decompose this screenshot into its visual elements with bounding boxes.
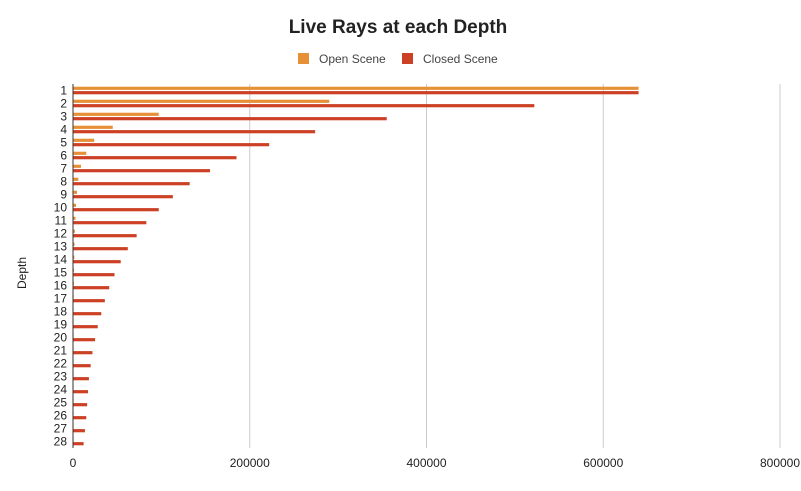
bar-closed-scene-depth-25[interactable] (73, 403, 88, 407)
x-tick-label: 0 (70, 456, 77, 470)
legend: Open Scene Closed Scene (298, 52, 498, 66)
y-tick-label: 17 (54, 292, 68, 306)
legend-item-open-scene[interactable]: Open Scene (298, 52, 386, 66)
y-tick-label: 2 (60, 97, 67, 111)
bar-closed-scene-depth-28[interactable] (73, 442, 84, 446)
chart-title: Live Rays at each Depth (289, 17, 508, 38)
bar-open-scene-depth-8[interactable] (73, 177, 79, 181)
bar-closed-scene-depth-11[interactable] (73, 221, 147, 225)
legend-swatch-closed-scene (402, 53, 413, 64)
bar-closed-scene-depth-20[interactable] (73, 338, 96, 342)
y-tick-label: 7 (60, 162, 67, 176)
bar-closed-scene-depth-2[interactable] (73, 104, 535, 108)
y-tick-label: 26 (54, 409, 68, 423)
bar-closed-scene-depth-16[interactable] (73, 286, 110, 290)
bar-closed-scene-depth-22[interactable] (73, 364, 91, 368)
bar-open-scene-depth-4[interactable] (73, 125, 113, 129)
bar-closed-scene-depth-24[interactable] (73, 390, 89, 394)
bar-closed-scene-depth-27[interactable] (73, 429, 85, 433)
bar-closed-scene-depth-3[interactable] (73, 117, 387, 121)
y-tick-label: 18 (54, 305, 68, 319)
y-tick-label: 15 (54, 266, 68, 280)
y-tick-label: 20 (54, 331, 68, 345)
bar-closed-scene-depth-19[interactable] (73, 325, 98, 329)
y-tick-label: 6 (60, 149, 67, 163)
bar-closed-scene-depth-14[interactable] (73, 260, 121, 264)
bar-open-scene-depth-2[interactable] (73, 99, 330, 103)
bar-open-scene-depth-12[interactable] (73, 229, 75, 233)
y-tick-label: 10 (54, 201, 68, 215)
y-tick-label: 16 (54, 279, 68, 293)
bar-open-scene-depth-9[interactable] (73, 190, 77, 194)
x-tick-label: 200000 (230, 456, 270, 470)
y-tick-label: 1 (60, 84, 67, 98)
bar-open-scene-depth-10[interactable] (73, 203, 77, 207)
bar-closed-scene-depth-9[interactable] (73, 195, 173, 199)
y-tick-label: 8 (60, 175, 67, 189)
bar-closed-scene-depth-12[interactable] (73, 234, 137, 238)
bar-closed-scene-depth-26[interactable] (73, 416, 87, 420)
y-tick-label: 3 (60, 110, 67, 124)
y-tick-label: 5 (60, 136, 67, 150)
y-tick-label: 12 (54, 227, 68, 241)
legend-label-open-scene: Open Scene (319, 52, 386, 66)
bar-closed-scene-depth-5[interactable] (73, 143, 270, 147)
y-tick-label: 13 (54, 240, 68, 254)
y-tick-label: 4 (60, 123, 67, 137)
y-tick-label: 9 (60, 188, 67, 202)
y-tick-label: 28 (54, 435, 68, 449)
bar-open-scene-depth-5[interactable] (73, 138, 95, 142)
y-tick-label: 25 (54, 396, 68, 410)
y-tick-labels: 1234567891011121314151617181920212223242… (54, 84, 68, 449)
bar-closed-scene-depth-1[interactable] (73, 91, 639, 95)
y-tick-label: 27 (54, 422, 68, 436)
bar-open-scene-depth-11[interactable] (73, 216, 76, 220)
bars (73, 86, 639, 446)
bar-closed-scene-depth-15[interactable] (73, 273, 115, 277)
y-tick-label: 11 (55, 214, 68, 228)
gridlines (249, 84, 781, 448)
bar-open-scene-depth-3[interactable] (73, 112, 159, 116)
y-tick-label: 14 (54, 253, 68, 267)
legend-item-closed-scene[interactable]: Closed Scene (402, 52, 498, 66)
bar-closed-scene-depth-6[interactable] (73, 156, 237, 160)
x-tick-labels: 0 200000 400000 600000 800000 (70, 456, 801, 470)
bar-closed-scene-depth-7[interactable] (73, 169, 210, 173)
legend-label-closed-scene: Closed Scene (423, 52, 498, 66)
bar-open-scene-depth-15[interactable] (73, 268, 75, 272)
bar-open-scene-depth-7[interactable] (73, 164, 81, 168)
bar-closed-scene-depth-13[interactable] (73, 247, 128, 251)
bar-closed-scene-depth-21[interactable] (73, 351, 93, 355)
y-tick-label: 23 (54, 370, 68, 384)
bar-open-scene-depth-6[interactable] (73, 151, 87, 155)
y-tick-label: 21 (54, 344, 68, 358)
bar-closed-scene-depth-4[interactable] (73, 130, 316, 134)
y-tick-label: 19 (54, 318, 68, 332)
bar-closed-scene-depth-23[interactable] (73, 377, 89, 381)
x-tick-label: 800000 (760, 456, 800, 470)
bar-open-scene-depth-1[interactable] (73, 86, 639, 90)
bar-closed-scene-depth-17[interactable] (73, 299, 105, 303)
bar-closed-scene-depth-8[interactable] (73, 182, 190, 186)
legend-swatch-open-scene (298, 53, 309, 64)
bar-open-scene-depth-13[interactable] (73, 242, 75, 246)
y-tick-label: 22 (54, 357, 68, 371)
bar-open-scene-depth-14[interactable] (73, 255, 75, 259)
y-axis-label: Depth (15, 257, 29, 289)
bar-closed-scene-depth-18[interactable] (73, 312, 102, 316)
bar-closed-scene-depth-10[interactable] (73, 208, 159, 212)
y-tick-label: 24 (54, 383, 68, 397)
x-tick-label: 400000 (406, 456, 446, 470)
x-tick-label: 600000 (583, 456, 623, 470)
